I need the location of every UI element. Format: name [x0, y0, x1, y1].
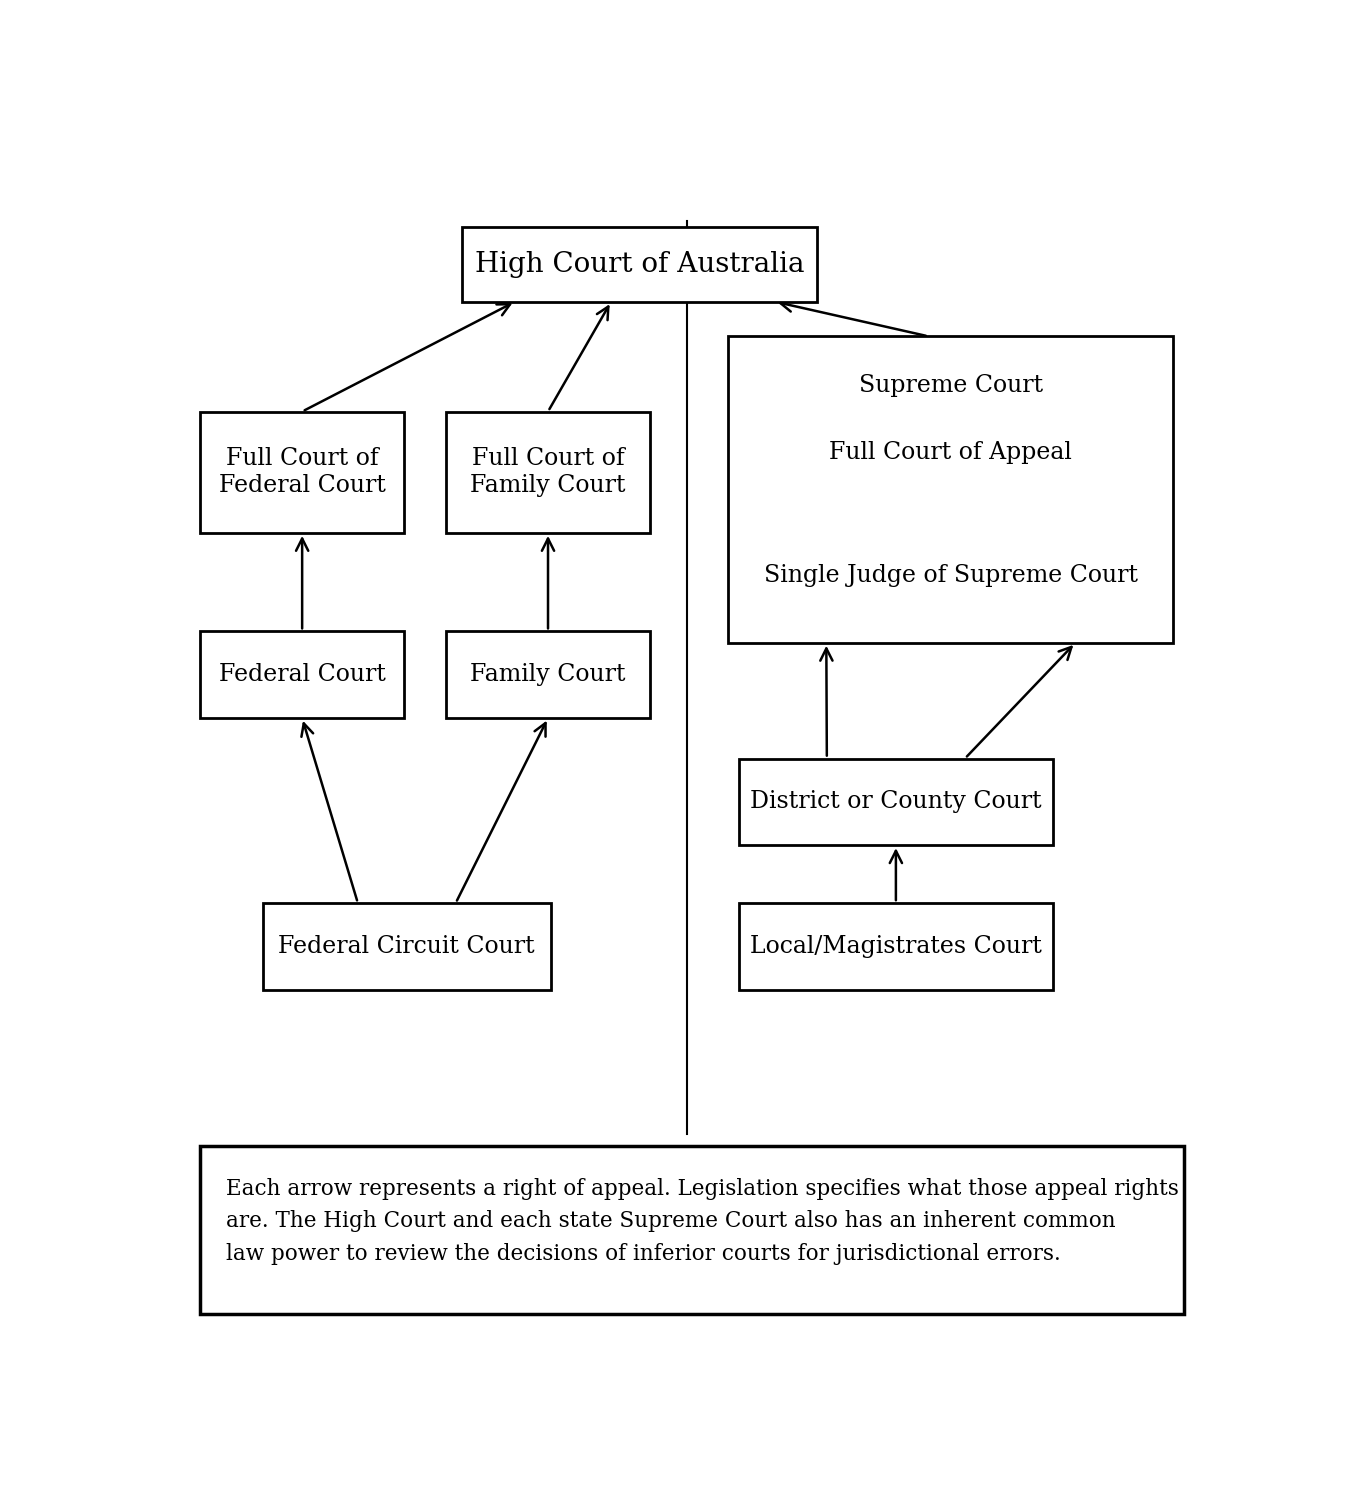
Bar — [738, 759, 1053, 846]
Bar — [200, 631, 404, 718]
Text: Local/Magistrates Court: Local/Magistrates Court — [751, 934, 1042, 958]
Text: Full Court of
Federal Court: Full Court of Federal Court — [219, 448, 386, 497]
Text: Family Court: Family Court — [470, 664, 626, 686]
Text: Federal Court: Federal Court — [219, 664, 386, 686]
Bar — [462, 227, 818, 302]
Bar — [446, 631, 651, 718]
Text: Supreme Court: Supreme Court — [859, 374, 1044, 397]
Bar — [446, 412, 651, 533]
Bar — [200, 1146, 1184, 1314]
Text: Federal Circuit Court: Federal Circuit Court — [278, 934, 535, 958]
Bar — [200, 412, 404, 533]
Bar — [729, 336, 1173, 643]
Text: Full Court of
Family Court: Full Court of Family Court — [470, 448, 626, 497]
Text: Full Court of Appeal: Full Court of Appeal — [829, 442, 1072, 464]
Text: High Court of Australia: High Court of Australia — [475, 251, 805, 278]
Bar — [263, 903, 551, 990]
Bar — [738, 903, 1053, 990]
Text: District or County Court: District or County Court — [751, 790, 1042, 814]
Text: Each arrow represents a right of appeal. Legislation specifies what those appeal: Each arrow represents a right of appeal.… — [227, 1178, 1179, 1265]
Text: Single Judge of Supreme Court: Single Judge of Supreme Court — [764, 563, 1138, 587]
